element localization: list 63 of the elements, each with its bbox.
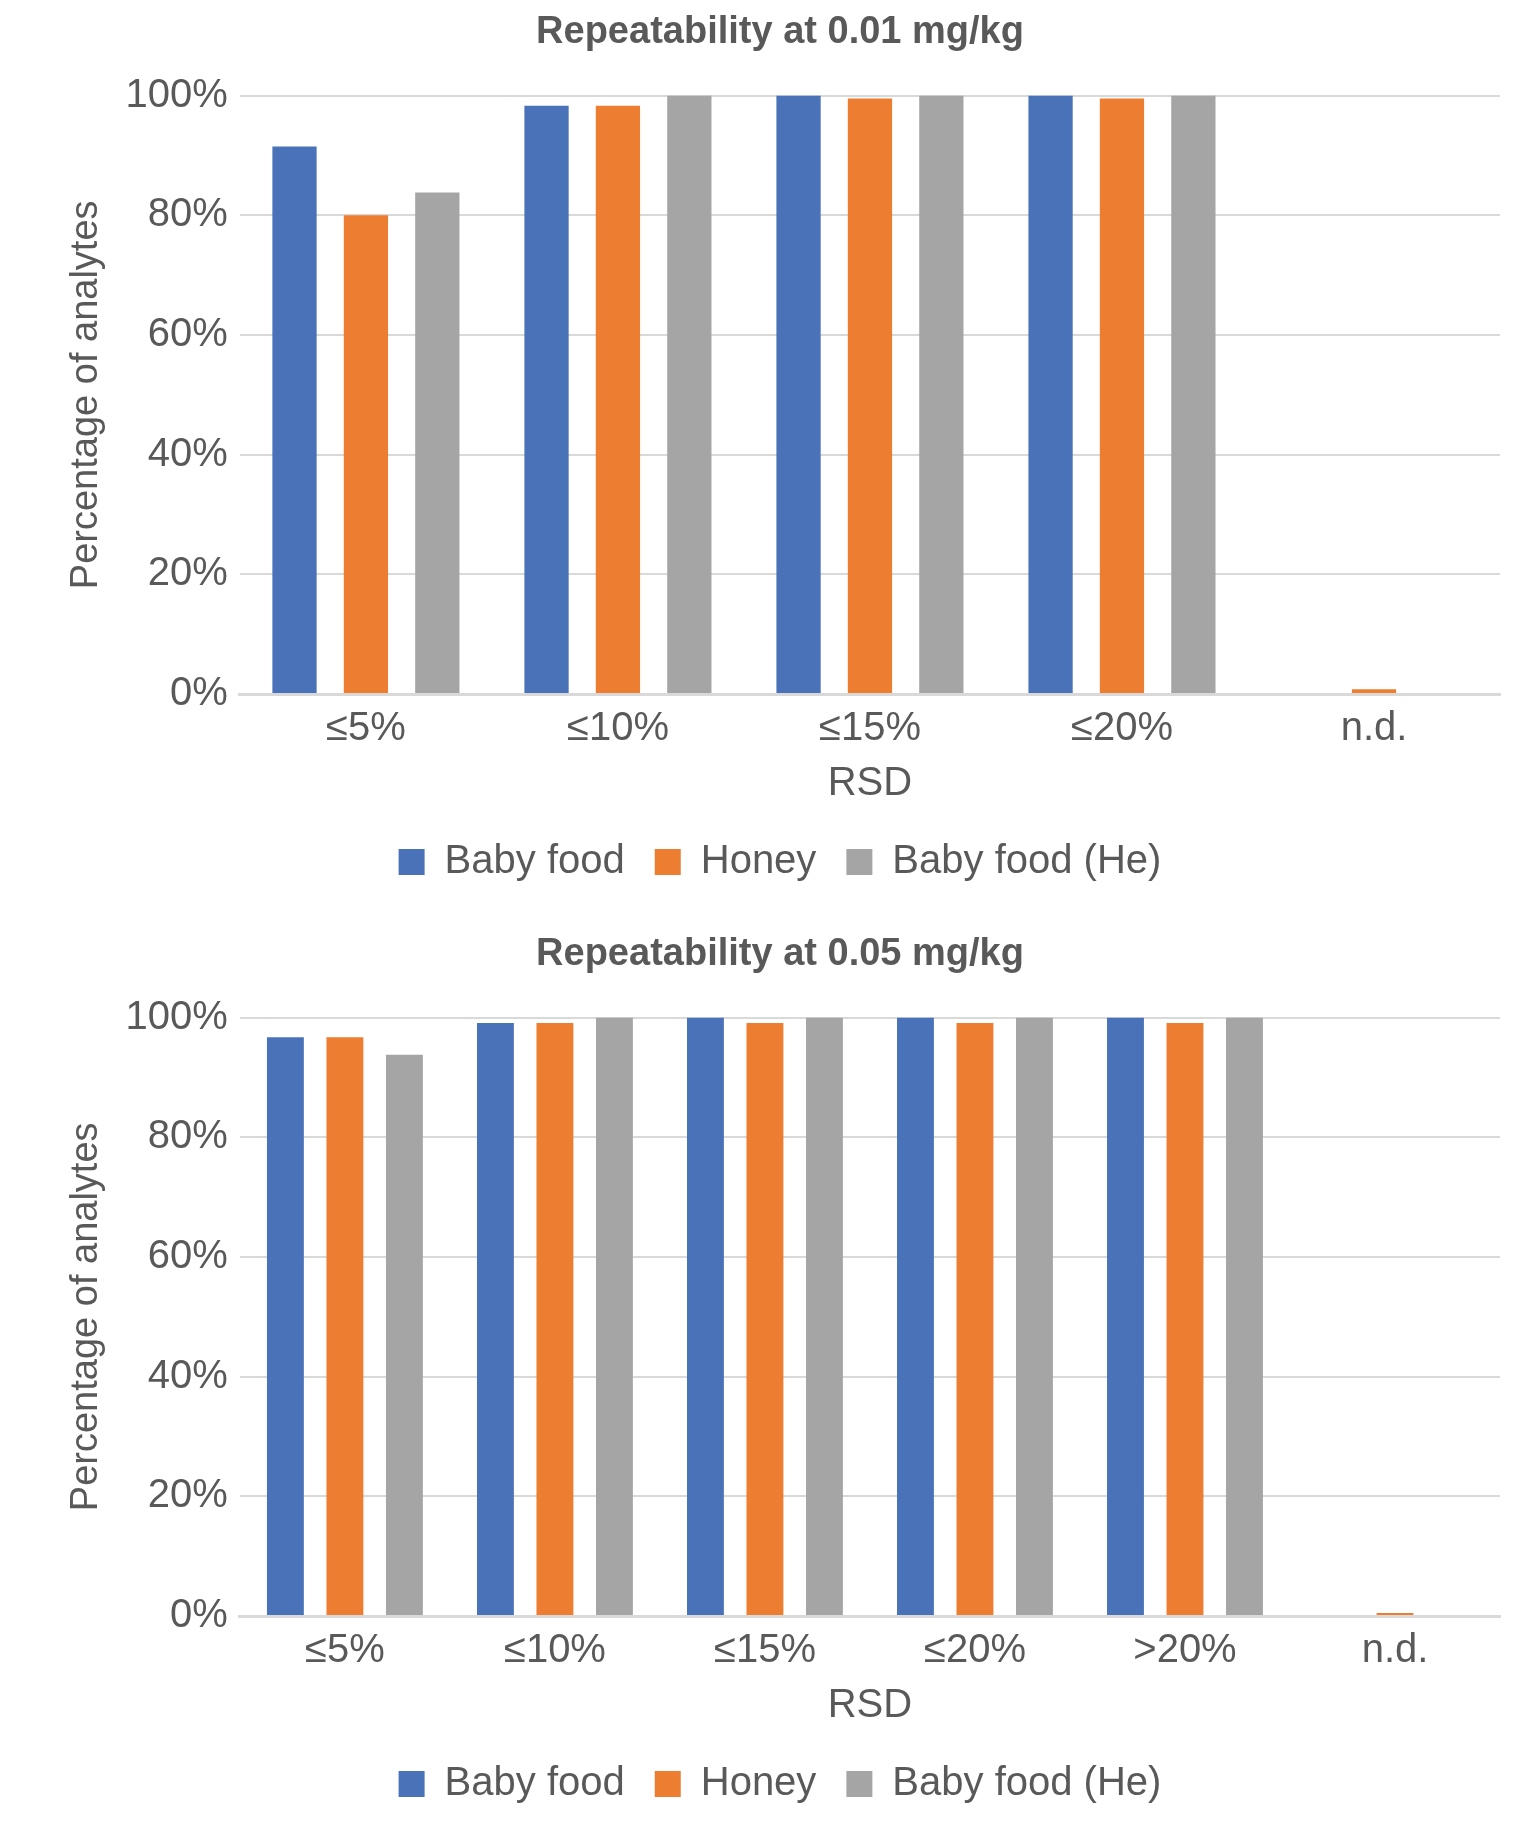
bar — [415, 192, 460, 693]
legend-label: Baby food (He) — [892, 1759, 1162, 1804]
y-tick-label: 60% — [147, 309, 228, 354]
x-tick-label: ≤5% — [305, 1626, 385, 1671]
bar — [847, 98, 893, 693]
bar — [1028, 95, 1073, 693]
bar — [343, 215, 389, 693]
x-tick-label: n.d. — [1361, 1626, 1429, 1671]
bar — [897, 1017, 934, 1615]
x-axis-title: RSD — [827, 1681, 913, 1726]
x-tick-label: ≤10% — [566, 704, 669, 749]
bar — [266, 1037, 304, 1615]
bar — [746, 1022, 784, 1615]
bar — [326, 1037, 364, 1615]
legend-label: Honey — [700, 1759, 817, 1804]
y-tick-label: 0% — [170, 1591, 228, 1636]
bar — [1107, 1017, 1144, 1615]
bar — [476, 1022, 514, 1615]
bar — [595, 105, 641, 693]
bar — [1226, 1017, 1263, 1615]
y-tick-label: 40% — [147, 1351, 228, 1396]
y-tick-label: 40% — [147, 429, 228, 474]
bar — [595, 1017, 633, 1615]
x-tick-label: ≤10% — [503, 1626, 606, 1671]
x-tick-label: ≤5% — [326, 704, 406, 749]
bar — [1351, 689, 1397, 693]
x-tick-label: n.d. — [1340, 704, 1408, 749]
y-tick-label: 80% — [147, 1112, 228, 1157]
bar — [1166, 1022, 1204, 1615]
bar — [667, 95, 712, 693]
x-tick-label: ≤20% — [1070, 704, 1173, 749]
x-axis-title: RSD — [827, 759, 913, 804]
y-tick-label: 100% — [125, 992, 228, 1037]
x-tick-label: ≤15% — [818, 704, 921, 749]
y-axis-title: Percentage of analytes — [63, 200, 106, 590]
bar — [1171, 95, 1216, 693]
bar — [806, 1017, 843, 1615]
bar — [385, 1054, 423, 1615]
chart-title: Repeatability at 0.01 mg/kg — [536, 9, 1024, 52]
bar — [524, 105, 569, 693]
bar — [919, 95, 964, 693]
y-tick-label: 100% — [125, 70, 228, 115]
y-axis-title: Percentage of analytes — [63, 1122, 106, 1512]
x-tick-label: ≤20% — [923, 1626, 1026, 1671]
bar — [776, 95, 821, 693]
x-tick-label: >20% — [1133, 1626, 1237, 1671]
y-tick-label: 60% — [147, 1231, 228, 1276]
y-tick-label: 20% — [147, 549, 228, 594]
bar — [536, 1022, 574, 1615]
bar — [272, 146, 317, 693]
bar — [1016, 1017, 1053, 1615]
y-tick-label: 80% — [147, 190, 228, 235]
legend-label: Baby food — [444, 1759, 625, 1804]
x-tick-label: ≤15% — [713, 1626, 816, 1671]
chart-title: Repeatability at 0.05 mg/kg — [536, 931, 1024, 974]
bar — [956, 1022, 994, 1615]
bar — [1099, 98, 1145, 693]
legend-label: Baby food — [444, 837, 625, 882]
y-tick-label: 20% — [147, 1471, 228, 1516]
legend-label: Honey — [700, 837, 817, 882]
y-tick-label: 0% — [170, 669, 228, 714]
bar — [686, 1017, 724, 1615]
legend-label: Baby food (He) — [892, 837, 1162, 882]
